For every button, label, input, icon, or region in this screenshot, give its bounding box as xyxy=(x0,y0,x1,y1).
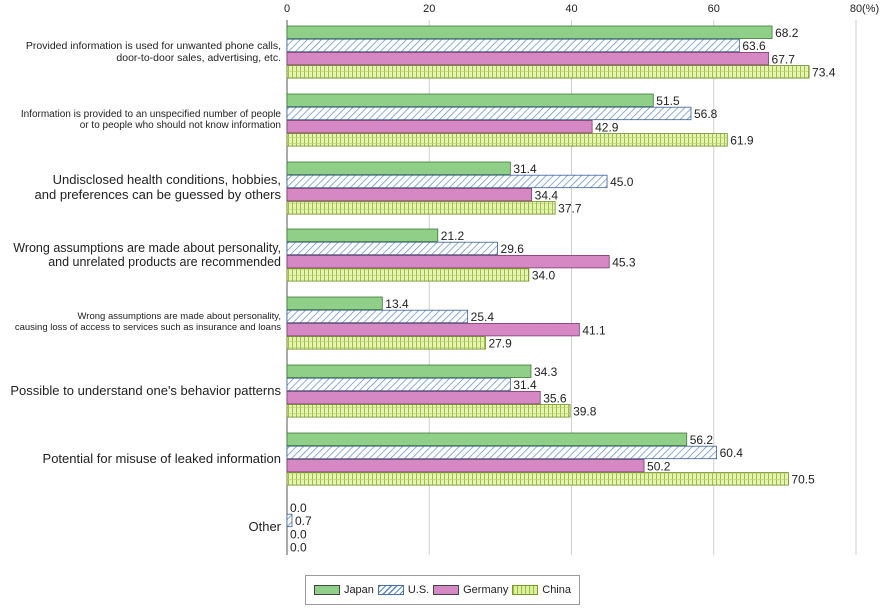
legend-swatch-china xyxy=(512,585,539,595)
category-label: Undisclosed health conditions, hobbies, a… xyxy=(34,172,281,203)
bar-china xyxy=(286,268,530,282)
category-label: Other xyxy=(248,518,281,534)
bar-japan xyxy=(286,432,688,446)
value-label-japan: 13.4 xyxy=(385,297,409,311)
legend-label-germany: Germany xyxy=(463,584,509,596)
bar-china xyxy=(286,472,789,486)
legend-label-japan: Japan xyxy=(343,584,374,596)
value-label-japan: 34.3 xyxy=(534,365,558,379)
value-label-japan: 0.0 xyxy=(290,501,307,515)
value-label-china: 0.0 xyxy=(290,541,307,555)
x-tick-label: 20 xyxy=(423,3,435,15)
value-label-china: 61.9 xyxy=(730,134,754,148)
value-label-germany: 35.6 xyxy=(543,391,567,405)
category-label: Wrong assumptions are made about persona… xyxy=(13,240,281,270)
value-label-germany: 50.2 xyxy=(647,459,671,473)
value-label-china: 70.5 xyxy=(791,473,815,487)
bar-germany xyxy=(286,254,610,269)
x-tick-label: 80 xyxy=(850,3,862,15)
legend-item-us: U.S. xyxy=(377,584,430,596)
value-label-u-s: 60.4 xyxy=(720,446,744,460)
bar-japan xyxy=(286,296,383,310)
bar-u-s xyxy=(286,513,293,528)
legend: Japan U.S. Germany China xyxy=(305,575,580,605)
value-label-u-s: 25.4 xyxy=(471,310,495,324)
bar-china xyxy=(286,65,810,79)
category-label: Provided information is used for unwante… xyxy=(25,39,281,65)
legend-item-germany: Germany xyxy=(433,584,508,596)
value-label-u-s: 45.0 xyxy=(610,175,634,189)
value-label-germany: 45.3 xyxy=(612,255,636,269)
bar-u-s xyxy=(286,377,511,392)
bar-u-s xyxy=(286,241,498,256)
value-label-germany: 41.1 xyxy=(582,323,606,337)
bar-china xyxy=(286,404,571,418)
bar-germany xyxy=(286,458,645,473)
value-label-japan: 51.5 xyxy=(656,94,680,108)
category-label: Wrong assumptions are made about persona… xyxy=(14,311,281,334)
value-label-germany: 67.7 xyxy=(772,52,796,66)
bar-germany xyxy=(286,52,769,66)
value-label-japan: 56.2 xyxy=(690,433,714,447)
unit-label: (%) xyxy=(862,3,879,15)
bar-japan xyxy=(286,364,532,378)
bar-u-s xyxy=(286,174,608,189)
value-label-china: 27.9 xyxy=(488,337,512,351)
legend-label-us: U.S. xyxy=(407,584,430,596)
bar-germany xyxy=(286,187,533,202)
bar-u-s xyxy=(286,309,469,324)
value-label-china: 34.0 xyxy=(532,269,556,283)
bar-u-s xyxy=(286,38,740,53)
value-label-china: 73.4 xyxy=(812,66,836,80)
value-label-japan: 68.2 xyxy=(775,26,799,40)
bar-germany xyxy=(286,120,593,134)
value-label-u-s: 56.8 xyxy=(694,107,718,121)
bar-japan xyxy=(286,25,773,39)
value-label-china: 39.8 xyxy=(573,405,597,419)
legend-swatch-japan xyxy=(313,585,340,595)
bar-u-s xyxy=(286,106,692,121)
legend-item-japan: Japan xyxy=(313,584,374,596)
value-label-japan: 31.4 xyxy=(513,162,537,176)
bar-china xyxy=(286,201,556,215)
x-tick-label: 60 xyxy=(708,3,720,15)
legend-label-china: China xyxy=(542,584,571,596)
bar-japan xyxy=(286,228,439,242)
value-label-germany: 42.9 xyxy=(595,120,619,134)
value-label-china: 37.7 xyxy=(558,202,582,216)
legend-swatch-us xyxy=(377,585,404,595)
bar-chart: 0 20 40 60 80 (%) 68.2 51.5 31.4 21.2 13.4 34.3 56.2… xyxy=(284,3,879,555)
value-label-u-s: 31.4 xyxy=(513,378,537,392)
category-label: Information is provided to an unspecifie… xyxy=(20,108,281,132)
bar-china xyxy=(286,336,486,350)
category-label: Potential for misuse of leaked informati… xyxy=(42,450,281,466)
bar-germany xyxy=(286,322,580,337)
category-label: Possible to understand one's behavior pa… xyxy=(10,382,281,398)
bar-japan xyxy=(286,93,654,107)
value-label-germany: 0.0 xyxy=(290,527,307,541)
bar-china xyxy=(286,133,728,147)
value-label-japan: 21.2 xyxy=(441,229,465,243)
value-label-germany: 34.4 xyxy=(535,188,559,202)
bar-japan xyxy=(286,161,511,175)
x-tick-label: 0 xyxy=(284,3,290,15)
value-label-u-s: 0.7 xyxy=(295,514,312,528)
legend-swatch-germany xyxy=(433,585,460,595)
value-label-u-s: 63.6 xyxy=(742,39,766,53)
value-label-u-s: 29.6 xyxy=(501,242,525,256)
legend-item-china: China xyxy=(512,584,571,596)
bar-germany xyxy=(286,390,541,405)
x-tick-label: 40 xyxy=(565,3,577,15)
bar-u-s xyxy=(286,445,717,460)
